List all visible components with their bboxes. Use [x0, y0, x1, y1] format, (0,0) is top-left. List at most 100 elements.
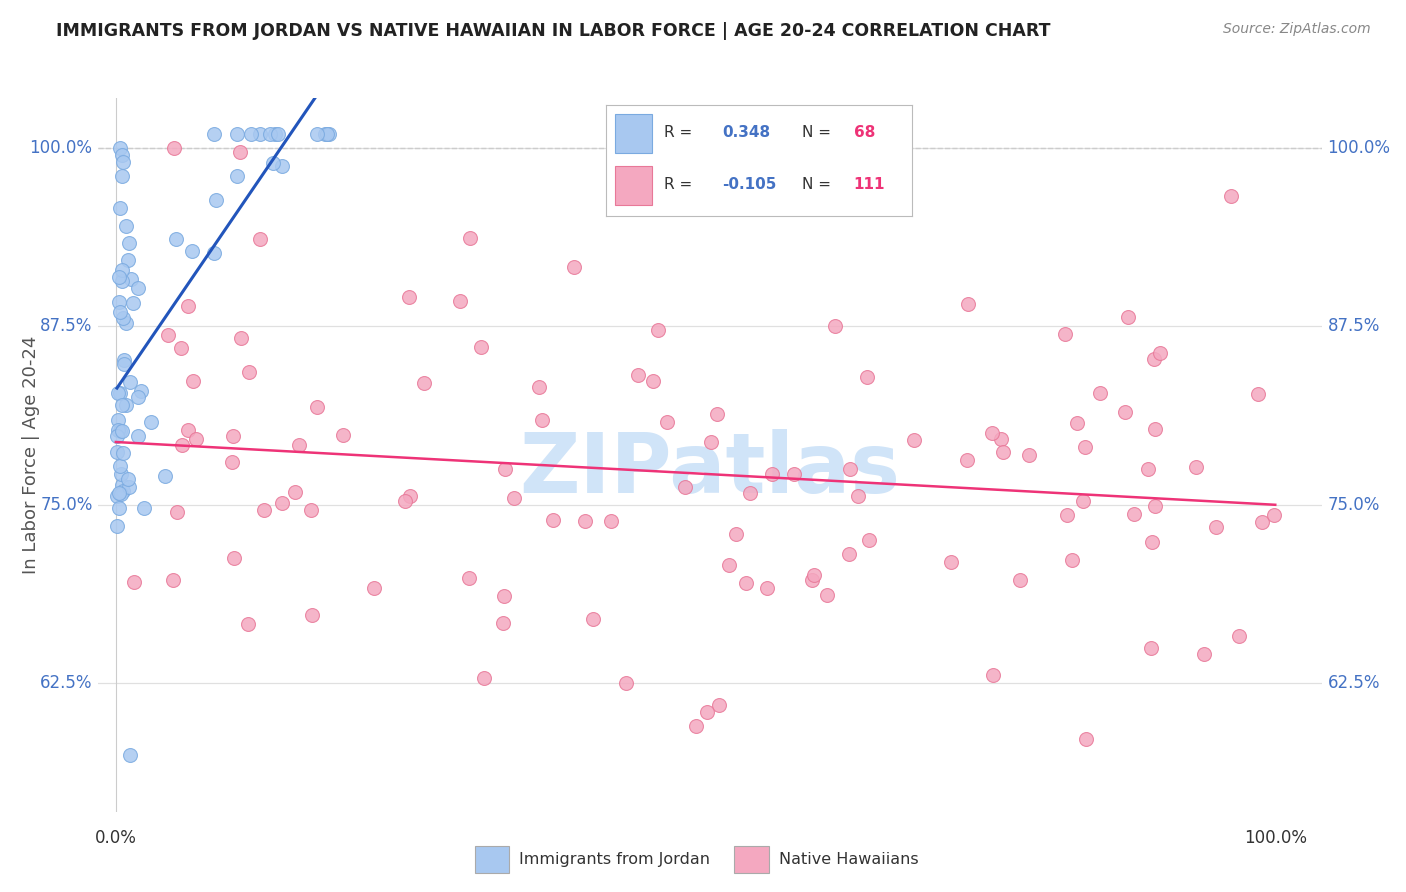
Point	[110, 141, 132, 155]
Point	[398, 290, 420, 304]
Point	[108, 270, 131, 285]
Point	[107, 412, 129, 426]
Point	[107, 385, 129, 400]
Point	[105, 489, 128, 503]
Text: IMMIGRANTS FROM JORDAN VS NATIVE HAWAIIAN IN LABOR FORCE | AGE 20-24 CORRELATION: IMMIGRANTS FROM JORDAN VS NATIVE HAWAIIA…	[56, 22, 1050, 40]
Point	[299, 502, 322, 516]
Point	[122, 574, 145, 589]
Point	[1116, 310, 1139, 325]
Point	[1056, 508, 1078, 523]
Point	[111, 263, 134, 277]
Point	[399, 490, 422, 504]
Point	[470, 340, 492, 354]
Point	[318, 127, 340, 141]
Point	[112, 310, 135, 325]
Point	[108, 386, 131, 401]
Point	[249, 232, 271, 246]
Text: 62.5%: 62.5%	[1327, 674, 1379, 692]
Point	[181, 374, 204, 388]
Point	[564, 260, 586, 274]
Point	[184, 433, 207, 447]
Point	[1227, 629, 1250, 643]
Point	[574, 514, 596, 528]
Point	[166, 505, 188, 519]
Point	[1251, 515, 1274, 529]
Point	[541, 513, 564, 527]
Point	[271, 159, 294, 173]
Point	[494, 461, 516, 475]
Point	[117, 252, 139, 267]
Point	[756, 582, 779, 596]
Point	[846, 490, 869, 504]
Point	[1247, 387, 1270, 401]
Point	[492, 589, 515, 603]
Point	[1185, 459, 1208, 474]
Point	[153, 469, 176, 483]
Point	[803, 568, 825, 582]
Point	[1074, 440, 1097, 454]
Point	[240, 127, 263, 141]
Point	[1219, 188, 1241, 202]
Point	[202, 246, 225, 260]
Point	[305, 400, 328, 414]
Point	[673, 480, 696, 494]
Point	[222, 429, 245, 443]
Point	[115, 316, 138, 330]
Point	[1144, 500, 1167, 514]
Point	[627, 368, 650, 382]
Point	[132, 500, 155, 515]
Point	[252, 503, 274, 517]
Point	[394, 494, 416, 508]
Point	[761, 467, 783, 481]
Point	[1205, 519, 1227, 533]
Point	[163, 141, 186, 155]
Point	[236, 617, 259, 632]
Point	[170, 341, 193, 355]
Point	[1143, 352, 1166, 367]
Point	[141, 415, 163, 429]
Point	[118, 747, 141, 762]
Text: 0.0%: 0.0%	[94, 829, 136, 847]
Point	[314, 127, 336, 141]
Point	[105, 445, 128, 459]
Point	[903, 433, 925, 447]
Point	[238, 365, 260, 379]
Point	[1066, 416, 1088, 430]
Point	[1144, 423, 1167, 437]
Point	[839, 462, 862, 476]
Point	[180, 244, 202, 258]
Point	[503, 491, 526, 506]
Point	[111, 484, 134, 499]
Point	[118, 236, 141, 251]
Point	[225, 127, 247, 141]
Point	[121, 295, 143, 310]
Point	[128, 429, 150, 443]
Point	[1088, 385, 1111, 400]
Point	[110, 487, 132, 501]
Point	[655, 415, 678, 429]
Point	[981, 425, 1004, 440]
Point	[111, 446, 134, 460]
Point	[641, 374, 664, 388]
Point	[990, 433, 1012, 447]
Point	[177, 423, 200, 437]
Point	[177, 299, 200, 313]
Point	[221, 455, 243, 469]
Point	[129, 384, 152, 399]
Text: 100.0%: 100.0%	[30, 139, 93, 157]
Text: 100.0%: 100.0%	[1244, 829, 1306, 847]
Point	[115, 219, 138, 233]
Point	[266, 127, 288, 141]
Point	[112, 353, 135, 368]
Point	[107, 486, 129, 500]
Point	[287, 437, 309, 451]
Point	[205, 194, 228, 208]
Point	[332, 428, 354, 442]
Text: Source: ZipAtlas.com: Source: ZipAtlas.com	[1223, 22, 1371, 37]
Point	[1018, 448, 1040, 462]
Point	[108, 201, 131, 215]
Point	[107, 423, 129, 437]
Point	[225, 169, 247, 183]
Point	[111, 274, 134, 288]
Point	[118, 480, 141, 494]
